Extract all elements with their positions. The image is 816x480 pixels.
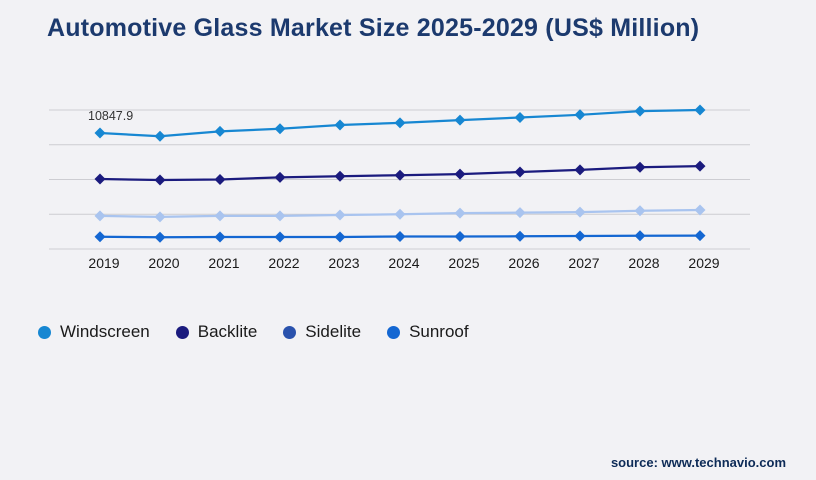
- marker-windscreen-2020: [154, 130, 166, 142]
- marker-backlite-2020: [154, 174, 166, 186]
- marker-sidelite-2024: [394, 208, 406, 220]
- marker-windscreen-2024: [394, 117, 406, 129]
- marker-windscreen-2025: [454, 114, 466, 126]
- marker-windscreen-2029: [694, 104, 706, 116]
- legend-item-backlite: Backlite: [175, 322, 258, 342]
- x-axis-label: 2029: [688, 255, 719, 271]
- legend-label: Windscreen: [60, 322, 150, 341]
- marker-backlite-2023: [334, 170, 346, 182]
- chart-title: Automotive Glass Market Size 2025-2029 (…: [47, 14, 700, 42]
- marker-sidelite-2029: [694, 204, 706, 216]
- x-axis-label: 2025: [448, 255, 479, 271]
- x-axis-label: 2026: [508, 255, 539, 271]
- marker-windscreen-2019: [94, 127, 106, 139]
- marker-sunroof-2024: [394, 230, 406, 242]
- marker-backlite-2027: [574, 164, 586, 176]
- x-axis-label: 2019: [88, 255, 119, 271]
- marker-sunroof-2022: [274, 231, 286, 243]
- point-label: 10847.9: [88, 109, 133, 123]
- legend-label: Sidelite: [305, 322, 362, 341]
- legend-label: Sunroof: [409, 322, 469, 341]
- x-axis-label: 2028: [628, 255, 659, 271]
- x-axis-label: 2021: [208, 255, 239, 271]
- marker-sunroof-2021: [214, 231, 226, 243]
- marker-windscreen-2022: [274, 123, 286, 135]
- marker-sunroof-2029: [694, 230, 706, 242]
- marker-sidelite-2025: [454, 207, 466, 219]
- marker-windscreen-2023: [334, 119, 346, 131]
- marker-windscreen-2028: [634, 105, 646, 117]
- legend: Windscreen Backlite Sidelite Sunroof: [38, 322, 469, 342]
- marker-backlite-2025: [454, 168, 466, 180]
- marker-sidelite-2027: [574, 206, 586, 218]
- marker-sunroof-2027: [574, 230, 586, 242]
- x-axis-label: 2023: [328, 255, 359, 271]
- x-axis-label: 2020: [148, 255, 179, 271]
- marker-backlite-2024: [394, 169, 406, 181]
- marker-sunroof-2028: [634, 230, 646, 242]
- x-axis-label: 2022: [268, 255, 299, 271]
- marker-sunroof-2020: [154, 231, 166, 243]
- marker-backlite-2021: [214, 174, 226, 185]
- marker-sidelite-2021: [214, 210, 226, 222]
- marker-windscreen-2021: [214, 125, 226, 137]
- x-axis-label: 2024: [388, 255, 419, 271]
- x-axis-label: 2027: [568, 255, 599, 271]
- line-chart: 10847.9 2019 2020 2021 2022 2023 2024 2025 2026 2…: [49, 104, 750, 271]
- legend-item-sidelite: Sidelite: [283, 322, 361, 342]
- marker-sunroof-2026: [514, 230, 526, 242]
- legend-label: Backlite: [197, 322, 258, 341]
- marker-sunroof-2023: [334, 231, 346, 243]
- marker-sunroof-2025: [454, 230, 466, 242]
- marker-backlite-2019: [94, 173, 106, 185]
- marker-backlite-2029: [694, 160, 706, 172]
- marker-sunroof-2019: [94, 231, 106, 243]
- legend-dot-icon: [387, 325, 401, 339]
- legend-dot-icon: [38, 325, 51, 339]
- legend-dot-icon: [283, 325, 297, 339]
- marker-windscreen-2026: [514, 111, 526, 123]
- marker-sidelite-2023: [334, 209, 346, 221]
- marker-backlite-2022: [274, 171, 286, 183]
- marker-windscreen-2027: [574, 109, 586, 121]
- legend-item-sunroof: Sunroof: [387, 322, 469, 342]
- legend-item-windscreen: Windscreen: [38, 322, 150, 342]
- marker-sidelite-2022: [274, 210, 286, 222]
- source-attribution: source: www.technavio.com: [610, 455, 786, 470]
- marker-sidelite-2020: [154, 211, 166, 223]
- marker-sidelite-2019: [94, 210, 106, 222]
- marker-sidelite-2026: [514, 207, 526, 219]
- legend-dot-icon: [175, 325, 189, 339]
- marker-sidelite-2028: [634, 205, 646, 217]
- marker-backlite-2028: [634, 161, 646, 173]
- marker-backlite-2026: [514, 166, 526, 178]
